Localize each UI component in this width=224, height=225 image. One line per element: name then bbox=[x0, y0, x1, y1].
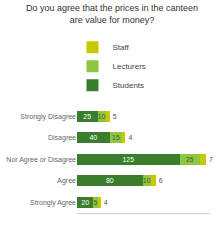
svg-text:4: 4 bbox=[104, 199, 108, 206]
svg-text:25: 25 bbox=[83, 113, 91, 120]
svg-text:20: 20 bbox=[81, 199, 89, 206]
svg-text:6: 6 bbox=[159, 177, 163, 184]
svg-text:4: 4 bbox=[128, 134, 132, 141]
svg-text:80: 80 bbox=[106, 177, 114, 184]
svg-text:Do you agree that the prices i: Do you agree that the prices in the cant… bbox=[26, 3, 198, 25]
svg-text:Students: Students bbox=[113, 81, 145, 90]
svg-text:7: 7 bbox=[209, 156, 213, 163]
svg-text:10: 10 bbox=[143, 177, 151, 184]
svg-text:Lecturers: Lecturers bbox=[113, 62, 146, 71]
svg-text:Strongly Disagree: Strongly Disagree bbox=[20, 113, 76, 121]
svg-text:40: 40 bbox=[89, 134, 97, 141]
svg-text:10: 10 bbox=[98, 113, 106, 120]
svg-text:125: 125 bbox=[122, 156, 134, 163]
svg-text:Disagree: Disagree bbox=[48, 134, 76, 142]
svg-text:Staff: Staff bbox=[113, 43, 130, 52]
svg-text:Strongly Agree: Strongly Agree bbox=[30, 199, 76, 207]
svg-text:15: 15 bbox=[112, 134, 120, 141]
svg-text:5: 5 bbox=[93, 199, 97, 206]
svg-text:Agree: Agree bbox=[57, 177, 76, 185]
svg-text:Nor Agree or Disagree: Nor Agree or Disagree bbox=[6, 156, 76, 164]
svg-text:25: 25 bbox=[186, 156, 194, 163]
svg-text:5: 5 bbox=[113, 113, 117, 120]
